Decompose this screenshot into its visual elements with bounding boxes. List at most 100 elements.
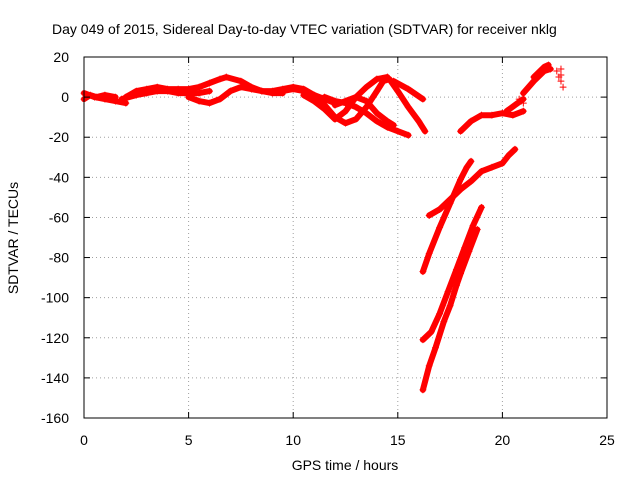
data-point	[373, 117, 381, 125]
data-point	[394, 127, 402, 135]
data-point	[477, 167, 485, 175]
data-point	[247, 85, 255, 93]
data-point	[465, 248, 473, 256]
series-track	[419, 204, 485, 343]
y-tick-label: -140	[41, 370, 69, 386]
data-point	[488, 163, 496, 171]
data-point	[415, 117, 423, 125]
data-point	[436, 205, 444, 213]
y-tick-label: -60	[49, 209, 69, 225]
chart-title: Day 049 of 2015, Sidereal Day-to-day VTE…	[52, 21, 557, 37]
data-point	[390, 77, 398, 85]
data-point	[226, 87, 234, 95]
data-point	[383, 73, 391, 81]
x-tick-label: 15	[390, 432, 406, 448]
data-point	[419, 268, 427, 276]
data-point	[101, 91, 109, 99]
data-point	[509, 111, 517, 119]
data-point	[473, 225, 481, 233]
data-point	[404, 131, 412, 139]
data-point	[477, 203, 485, 211]
data-point	[419, 386, 427, 394]
data-point	[352, 103, 360, 111]
series-track-16	[425, 145, 519, 219]
data-point	[362, 109, 370, 117]
series-track-10	[390, 77, 427, 103]
x-tick-label: 10	[285, 432, 301, 448]
data-point	[404, 85, 412, 93]
data-point	[206, 87, 214, 95]
data-point	[519, 89, 527, 97]
data-point	[511, 145, 519, 153]
data-point	[310, 91, 318, 99]
data-point	[457, 270, 465, 278]
series-track	[426, 146, 518, 219]
y-tick-label: -80	[49, 250, 69, 266]
data-point	[237, 83, 245, 91]
data-point	[457, 185, 465, 193]
data-point	[436, 310, 444, 318]
data-point	[373, 87, 381, 95]
data-point	[467, 177, 475, 185]
data-point	[122, 99, 130, 107]
data-point	[557, 77, 565, 85]
data-point	[390, 121, 398, 129]
data-point	[279, 87, 287, 95]
y-tick-label: -100	[41, 290, 69, 306]
data-point	[427, 328, 435, 336]
data-point	[222, 73, 230, 81]
data-point	[206, 79, 214, 87]
data-point	[467, 157, 475, 165]
y-tick-label: -20	[49, 129, 69, 145]
data-point	[93, 93, 101, 101]
data-point	[436, 223, 444, 231]
data-point	[544, 61, 552, 69]
data-point	[185, 93, 193, 101]
y-axis-label: SDTVAR / TECUs	[5, 182, 21, 294]
data-point	[431, 344, 439, 352]
data-point	[553, 67, 561, 75]
data-point	[362, 83, 370, 91]
data-point	[444, 288, 452, 296]
data-point	[383, 117, 391, 125]
data-point	[503, 107, 511, 115]
data-point	[477, 111, 485, 119]
data-point	[467, 117, 475, 125]
data-point	[425, 211, 433, 219]
data-point	[237, 77, 245, 85]
data-point	[463, 163, 471, 171]
data-point	[505, 151, 513, 159]
grid	[84, 57, 607, 418]
data-point	[373, 75, 381, 83]
data-point	[206, 99, 214, 107]
data-point	[557, 65, 565, 73]
data-point	[352, 115, 360, 123]
data-point	[268, 87, 276, 95]
data-point	[559, 83, 567, 91]
data-point	[540, 63, 548, 71]
data-point	[488, 111, 496, 119]
data-point	[511, 101, 519, 109]
x-axis-label: GPS time / hours	[292, 457, 399, 473]
series-scattered	[515, 65, 567, 107]
y-tick-label: 20	[53, 49, 69, 65]
data-point	[373, 109, 381, 117]
data-point	[517, 97, 525, 105]
data-point	[342, 107, 349, 115]
data-point	[331, 115, 339, 123]
data-point	[352, 93, 360, 101]
series-track-18	[419, 225, 481, 394]
data-point	[216, 75, 224, 83]
data-point	[452, 266, 460, 274]
series-track-17	[419, 203, 485, 344]
data-point	[394, 87, 402, 95]
data-point	[498, 159, 506, 167]
data-point	[461, 244, 469, 252]
data-point	[383, 123, 391, 131]
data-point	[289, 85, 297, 93]
data-point	[425, 362, 433, 370]
data-point	[185, 85, 193, 93]
x-tick-label: 25	[599, 432, 615, 448]
data-point	[555, 73, 563, 81]
